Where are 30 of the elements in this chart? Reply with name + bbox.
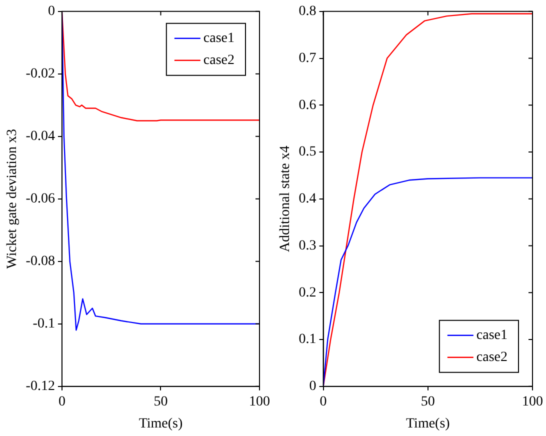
y-tick-label: 0.5	[298, 144, 316, 160]
x-tick-label: 50	[420, 394, 435, 410]
y-tick-label: 0	[48, 4, 55, 20]
legend-label: case2	[476, 350, 508, 366]
y-tick-label: 0.4	[298, 192, 316, 207]
y-tick-label: 0.6	[298, 98, 316, 113]
legend-label: case1	[476, 328, 508, 344]
y-tick-label: -0.1	[32, 316, 55, 332]
x-tick-label: 100	[249, 394, 270, 410]
x-tick-label: 0	[58, 394, 66, 410]
x-axis-title: Time(s)	[138, 416, 183, 432]
legend-label: case2	[203, 53, 235, 68]
x-tick-label: 100	[522, 394, 543, 410]
x-axis-title: Time(s)	[406, 416, 450, 432]
y-tick-label: 0	[309, 379, 316, 394]
y-tick-label: 0.7	[298, 50, 316, 66]
y-axis-title: Wicket gate deviation x3	[5, 129, 20, 269]
y-tick-label: 0.8	[298, 4, 316, 20]
y-tick-label: -0.08	[26, 254, 55, 270]
y-tick-label: -0.02	[26, 66, 55, 82]
y-tick-label: -0.06	[26, 192, 55, 207]
y-tick-label: 0.1	[298, 332, 316, 348]
y-tick-label: 0.3	[298, 238, 316, 254]
legend-label: case1	[203, 31, 235, 46]
x-tick-label: 0	[320, 394, 327, 410]
y-tick-label: -0.12	[26, 379, 55, 394]
y-tick-label: 0.2	[298, 285, 316, 300]
x-tick-label: 50	[154, 394, 168, 410]
y-axis-title: Additional state x4	[278, 146, 294, 252]
y-tick-label: -0.04	[26, 129, 55, 144]
